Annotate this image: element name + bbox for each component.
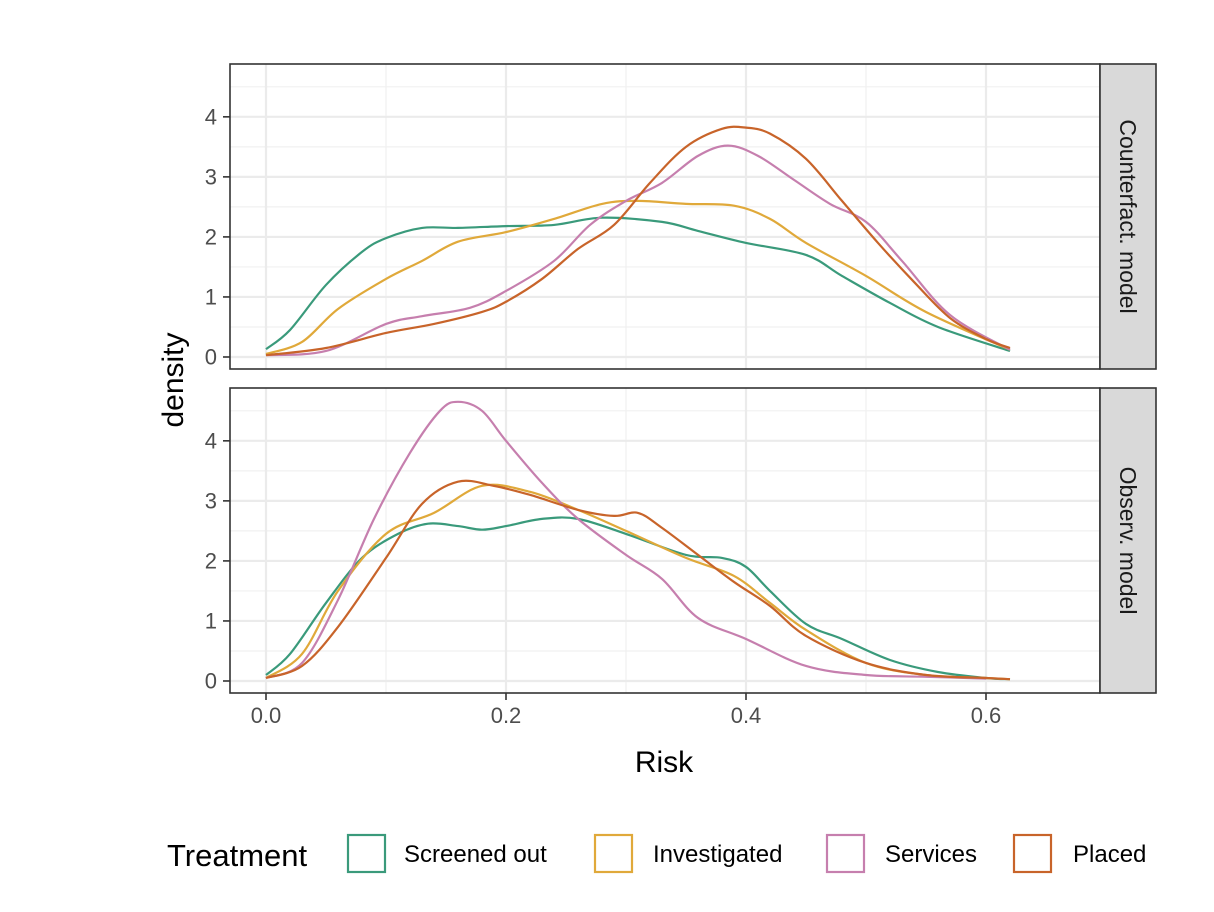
- facet-panel: Counterfact. model 0 1 2 3 4: [205, 63, 1157, 370]
- facet-strip: [1099, 387, 1157, 694]
- legend-label: Services: [885, 841, 977, 868]
- y-tick-label: 3: [205, 488, 217, 513]
- x-tick-label: 0.0: [251, 703, 282, 728]
- y-tick-label: 3: [205, 164, 217, 189]
- y-tick-label: 1: [205, 608, 217, 633]
- facet-panels: Counterfact. model 0 1 2 3 4 Observ. model 0 1 2 3…: [205, 63, 1157, 694]
- facet-panel: Observ. model 0 1 2 3 4: [205, 387, 1157, 694]
- x-tick-label: 0.2: [491, 703, 522, 728]
- density-line-screened-out: [265, 516, 1011, 681]
- legend-key: [825, 833, 866, 874]
- x-tick-label: 0.4: [731, 703, 762, 728]
- density-line-placed: [265, 125, 1011, 357]
- y-tick-label: 4: [205, 428, 217, 453]
- y-tick-label: 0: [205, 344, 217, 369]
- density-line-placed: [265, 479, 1011, 681]
- x-tick-label: 0.6: [971, 703, 1002, 728]
- legend-key: [593, 833, 634, 874]
- y-tick-label: 2: [205, 224, 217, 249]
- legend-label: Screened out: [404, 841, 547, 868]
- facet-strip-label: Counterfact. model: [1115, 119, 1141, 313]
- legend: Treatment Screened out Investigated Servic…: [167, 833, 1146, 874]
- density-line-services: [265, 400, 987, 680]
- y-tick-label: 4: [205, 104, 217, 129]
- x-axis-title: Risk: [635, 746, 694, 779]
- y-tick-label: 2: [205, 548, 217, 573]
- y-axis-title: density: [157, 332, 190, 427]
- y-tick-label: 1: [205, 284, 217, 309]
- x-axis: 0.0 0.2 0.4 0.6: [251, 693, 1002, 728]
- density-line-screened-out: [265, 216, 1011, 353]
- legend-key: [1012, 833, 1053, 874]
- facet-strip-label: Observ. model: [1115, 467, 1141, 615]
- legend-label: Investigated: [653, 841, 782, 868]
- density-line-investigated: [265, 199, 1011, 356]
- y-tick-label: 0: [205, 668, 217, 693]
- legend-key: [346, 833, 387, 874]
- density-line-services: [265, 144, 1011, 357]
- facet-strip: [1099, 63, 1157, 370]
- legend-title: Treatment: [167, 838, 308, 873]
- legend-label: Placed: [1073, 841, 1146, 868]
